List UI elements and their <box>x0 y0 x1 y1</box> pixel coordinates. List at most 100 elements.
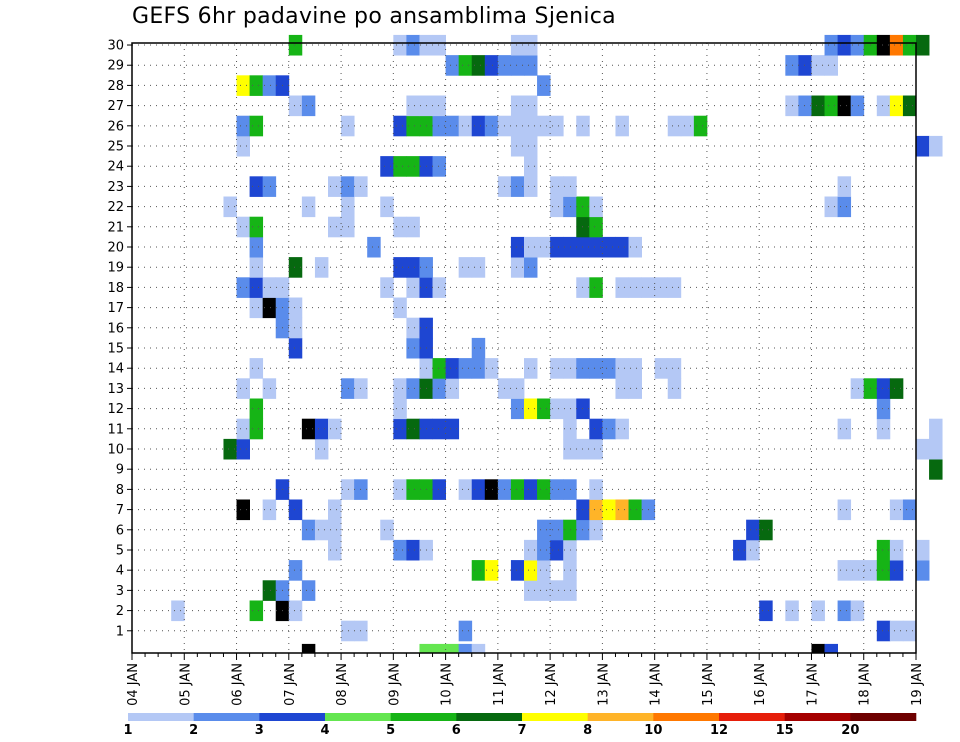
heatmap-cell <box>445 418 460 440</box>
colorbar-swatch <box>653 713 720 721</box>
heatmap-cell <box>537 479 551 500</box>
heatmap-cell <box>510 236 525 258</box>
y-tick-label: 6 <box>116 523 124 538</box>
heatmap-cell <box>288 337 303 359</box>
x-tick-label: 16 JAN <box>753 663 768 706</box>
heatmap-cell <box>589 418 603 440</box>
heatmap-cell <box>550 398 564 420</box>
heatmap-cell <box>262 378 277 399</box>
heatmap-cell <box>850 95 865 117</box>
heatmap-cell <box>262 176 277 197</box>
heatmap-cell <box>537 398 551 420</box>
colorbar-label: 5 <box>386 723 395 738</box>
heatmap-cell <box>393 398 407 420</box>
y-tick-label: 7 <box>116 503 124 518</box>
heatmap-cell <box>837 34 852 56</box>
heatmap-cell <box>236 438 250 460</box>
x-tick-label: 15 JAN <box>701 663 716 706</box>
heatmap-cell <box>510 560 525 581</box>
heatmap-cell <box>301 580 316 601</box>
heatmap-cell <box>432 378 446 399</box>
heatmap-cell <box>524 479 538 500</box>
heatmap-cell <box>406 95 420 117</box>
heatmap-cell <box>524 34 538 56</box>
y-tick-label: 19 <box>107 261 124 276</box>
heatmap-cell <box>510 34 525 56</box>
heatmap-cell <box>419 643 433 654</box>
x-tick-label: 05 JAN <box>178 663 193 706</box>
heatmap-cell <box>667 277 682 298</box>
y-tick-label: 11 <box>107 422 124 437</box>
heatmap-cell <box>406 277 420 298</box>
colorbar-swatch <box>719 713 785 721</box>
heatmap-cell <box>223 196 237 218</box>
heatmap-cell <box>314 519 329 541</box>
heatmap-cell <box>811 600 825 622</box>
x-tick-label: 13 JAN <box>596 663 611 706</box>
heatmap-cell <box>223 438 237 460</box>
heatmap-cell <box>328 418 342 440</box>
heatmap-cell <box>301 519 316 541</box>
heatmap-cell <box>393 539 407 561</box>
heatmap-cell <box>628 277 642 298</box>
heatmap-cell <box>406 378 420 399</box>
heatmap-cell <box>288 317 303 339</box>
heatmap-cell <box>563 560 577 581</box>
heatmap-cell <box>589 196 603 218</box>
heatmap-cell <box>889 560 904 581</box>
heatmap-cell <box>602 236 616 258</box>
heatmap-cell <box>550 479 564 500</box>
heatmap-cell <box>602 358 616 379</box>
heatmap-cell <box>484 55 499 76</box>
colorbar-label: 8 <box>583 723 592 738</box>
x-axis-ticks: 04 JAN 05 JAN 06 JAN 07 JAN 08 JAN 09 JAN 10 J… <box>126 653 925 706</box>
y-tick-label: 24 <box>107 160 124 175</box>
colorbar-label: 12 <box>710 723 728 738</box>
heatmap-cell <box>615 358 629 379</box>
heatmap-cell <box>837 176 852 197</box>
heatmap-cell <box>406 156 420 177</box>
heatmap-cell <box>262 580 277 601</box>
heatmap-cell <box>328 499 342 521</box>
colorbar-label: 15 <box>776 723 794 738</box>
heatmap-cell <box>236 378 250 399</box>
heatmap-cell <box>328 176 342 197</box>
heatmap-cell <box>249 398 264 420</box>
heatmap-cell <box>850 560 865 581</box>
heatmap-cell <box>929 418 943 440</box>
heatmap-cell <box>406 34 420 56</box>
heatmap-cell <box>288 34 303 56</box>
heatmap-cell <box>693 115 708 137</box>
heatmap-cell <box>537 580 551 601</box>
heatmap-cell <box>249 257 264 278</box>
y-tick-label: 22 <box>107 200 124 215</box>
heatmap-cell <box>288 560 303 581</box>
heatmap-cell <box>563 479 577 500</box>
heatmap-cell <box>510 135 525 157</box>
heatmap-cell <box>301 95 316 117</box>
heatmap-cell <box>236 115 250 137</box>
y-tick-label: 8 <box>116 483 124 498</box>
heatmap-cell <box>759 600 773 622</box>
heatmap-cell <box>314 418 329 440</box>
y-axis-ticks: 1234567891011121314151617181920212223242… <box>107 39 132 639</box>
heatmap-cell <box>889 499 904 521</box>
x-tick-label: 19 JAN <box>910 663 925 706</box>
x-tick-label: 18 JAN <box>858 663 873 706</box>
heatmap-cell <box>249 176 264 197</box>
heatmap-cell <box>458 643 473 654</box>
heatmap-cell <box>876 378 891 399</box>
y-tick-label: 10 <box>107 442 124 457</box>
colorbar-swatch <box>193 713 260 721</box>
heatmap-cell <box>393 297 407 319</box>
colorbar-label: 1 <box>123 723 132 738</box>
heatmap-cell <box>524 176 538 197</box>
heatmap-cell <box>301 643 316 654</box>
heatmap-cell <box>432 95 446 117</box>
colorbar-label: 4 <box>320 723 329 738</box>
heatmap-cell <box>262 75 277 96</box>
heatmap-cell <box>471 479 486 500</box>
heatmap-cell <box>524 539 538 561</box>
heatmap-cell <box>471 358 486 379</box>
heatmap-cell <box>876 560 891 581</box>
